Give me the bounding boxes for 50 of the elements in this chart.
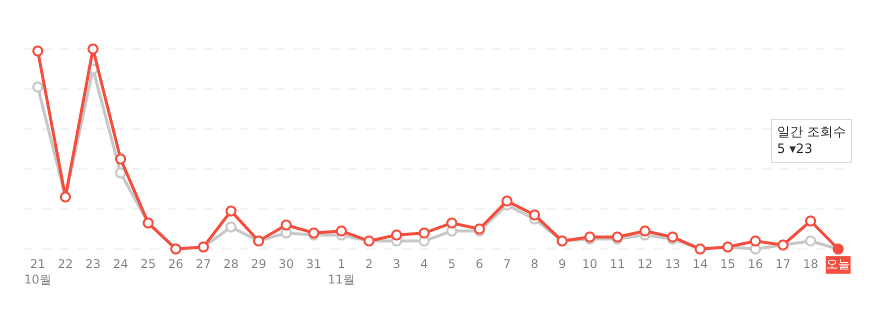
x-tick-label: 17 [775,257,791,271]
point [32,82,44,92]
x-tick-label: 10 [582,257,598,271]
point [280,220,292,230]
x-tick-label: 31 [306,257,322,271]
x-tick-label: 14 [692,257,708,271]
point [502,196,512,206]
x-tick-label: 7 [503,257,511,271]
x-tick-label: 6 [476,257,484,271]
x-tick-label: 29 [250,257,266,271]
x-tick-label: 21 10월 [24,257,52,287]
annotation: 5 ▾23 [777,142,812,157]
x-tick-label: 4 [420,257,428,271]
point [418,228,430,238]
x-tick-label: 15 [720,257,736,271]
x-tick-label: 16 [748,257,764,271]
x-tick-label: 9 [558,257,566,271]
x-tick-label: 12 [637,257,653,271]
x-tick-label: 23 [85,257,101,271]
x-tick-label: 24 [112,257,128,271]
x-tick-label: 2 [365,257,373,271]
x-tick-label: 11 [610,257,626,271]
x-tick-label: 26 [168,257,184,271]
point [529,210,540,220]
x-tick-label: 27 [196,257,212,271]
point [336,226,347,236]
x-tick-label: 28 [223,257,239,271]
point [750,236,761,246]
point [226,206,236,216]
point [115,154,126,164]
point [640,226,650,236]
point [115,168,126,178]
point [88,44,98,54]
x-tick-label: 1 11월 [328,257,356,287]
x-tick-label: 5 [448,257,456,271]
x-tick-label: 18 [802,257,818,271]
point [446,218,458,228]
x-tick-label: 13 [664,257,680,271]
x-tick-label: 오늘 [826,257,850,271]
point [391,230,402,240]
point [805,216,816,226]
x-tick-label: 8 [530,257,538,271]
point [32,46,44,56]
x-tick-label: 25 [140,257,156,271]
x-tick-label: 3 [392,257,400,271]
point [805,236,816,246]
point [226,222,236,232]
x-tick-label: 22 [58,257,74,271]
x-tick-label: 30 [278,257,294,271]
annotation: 일간 조회수 [777,125,846,140]
